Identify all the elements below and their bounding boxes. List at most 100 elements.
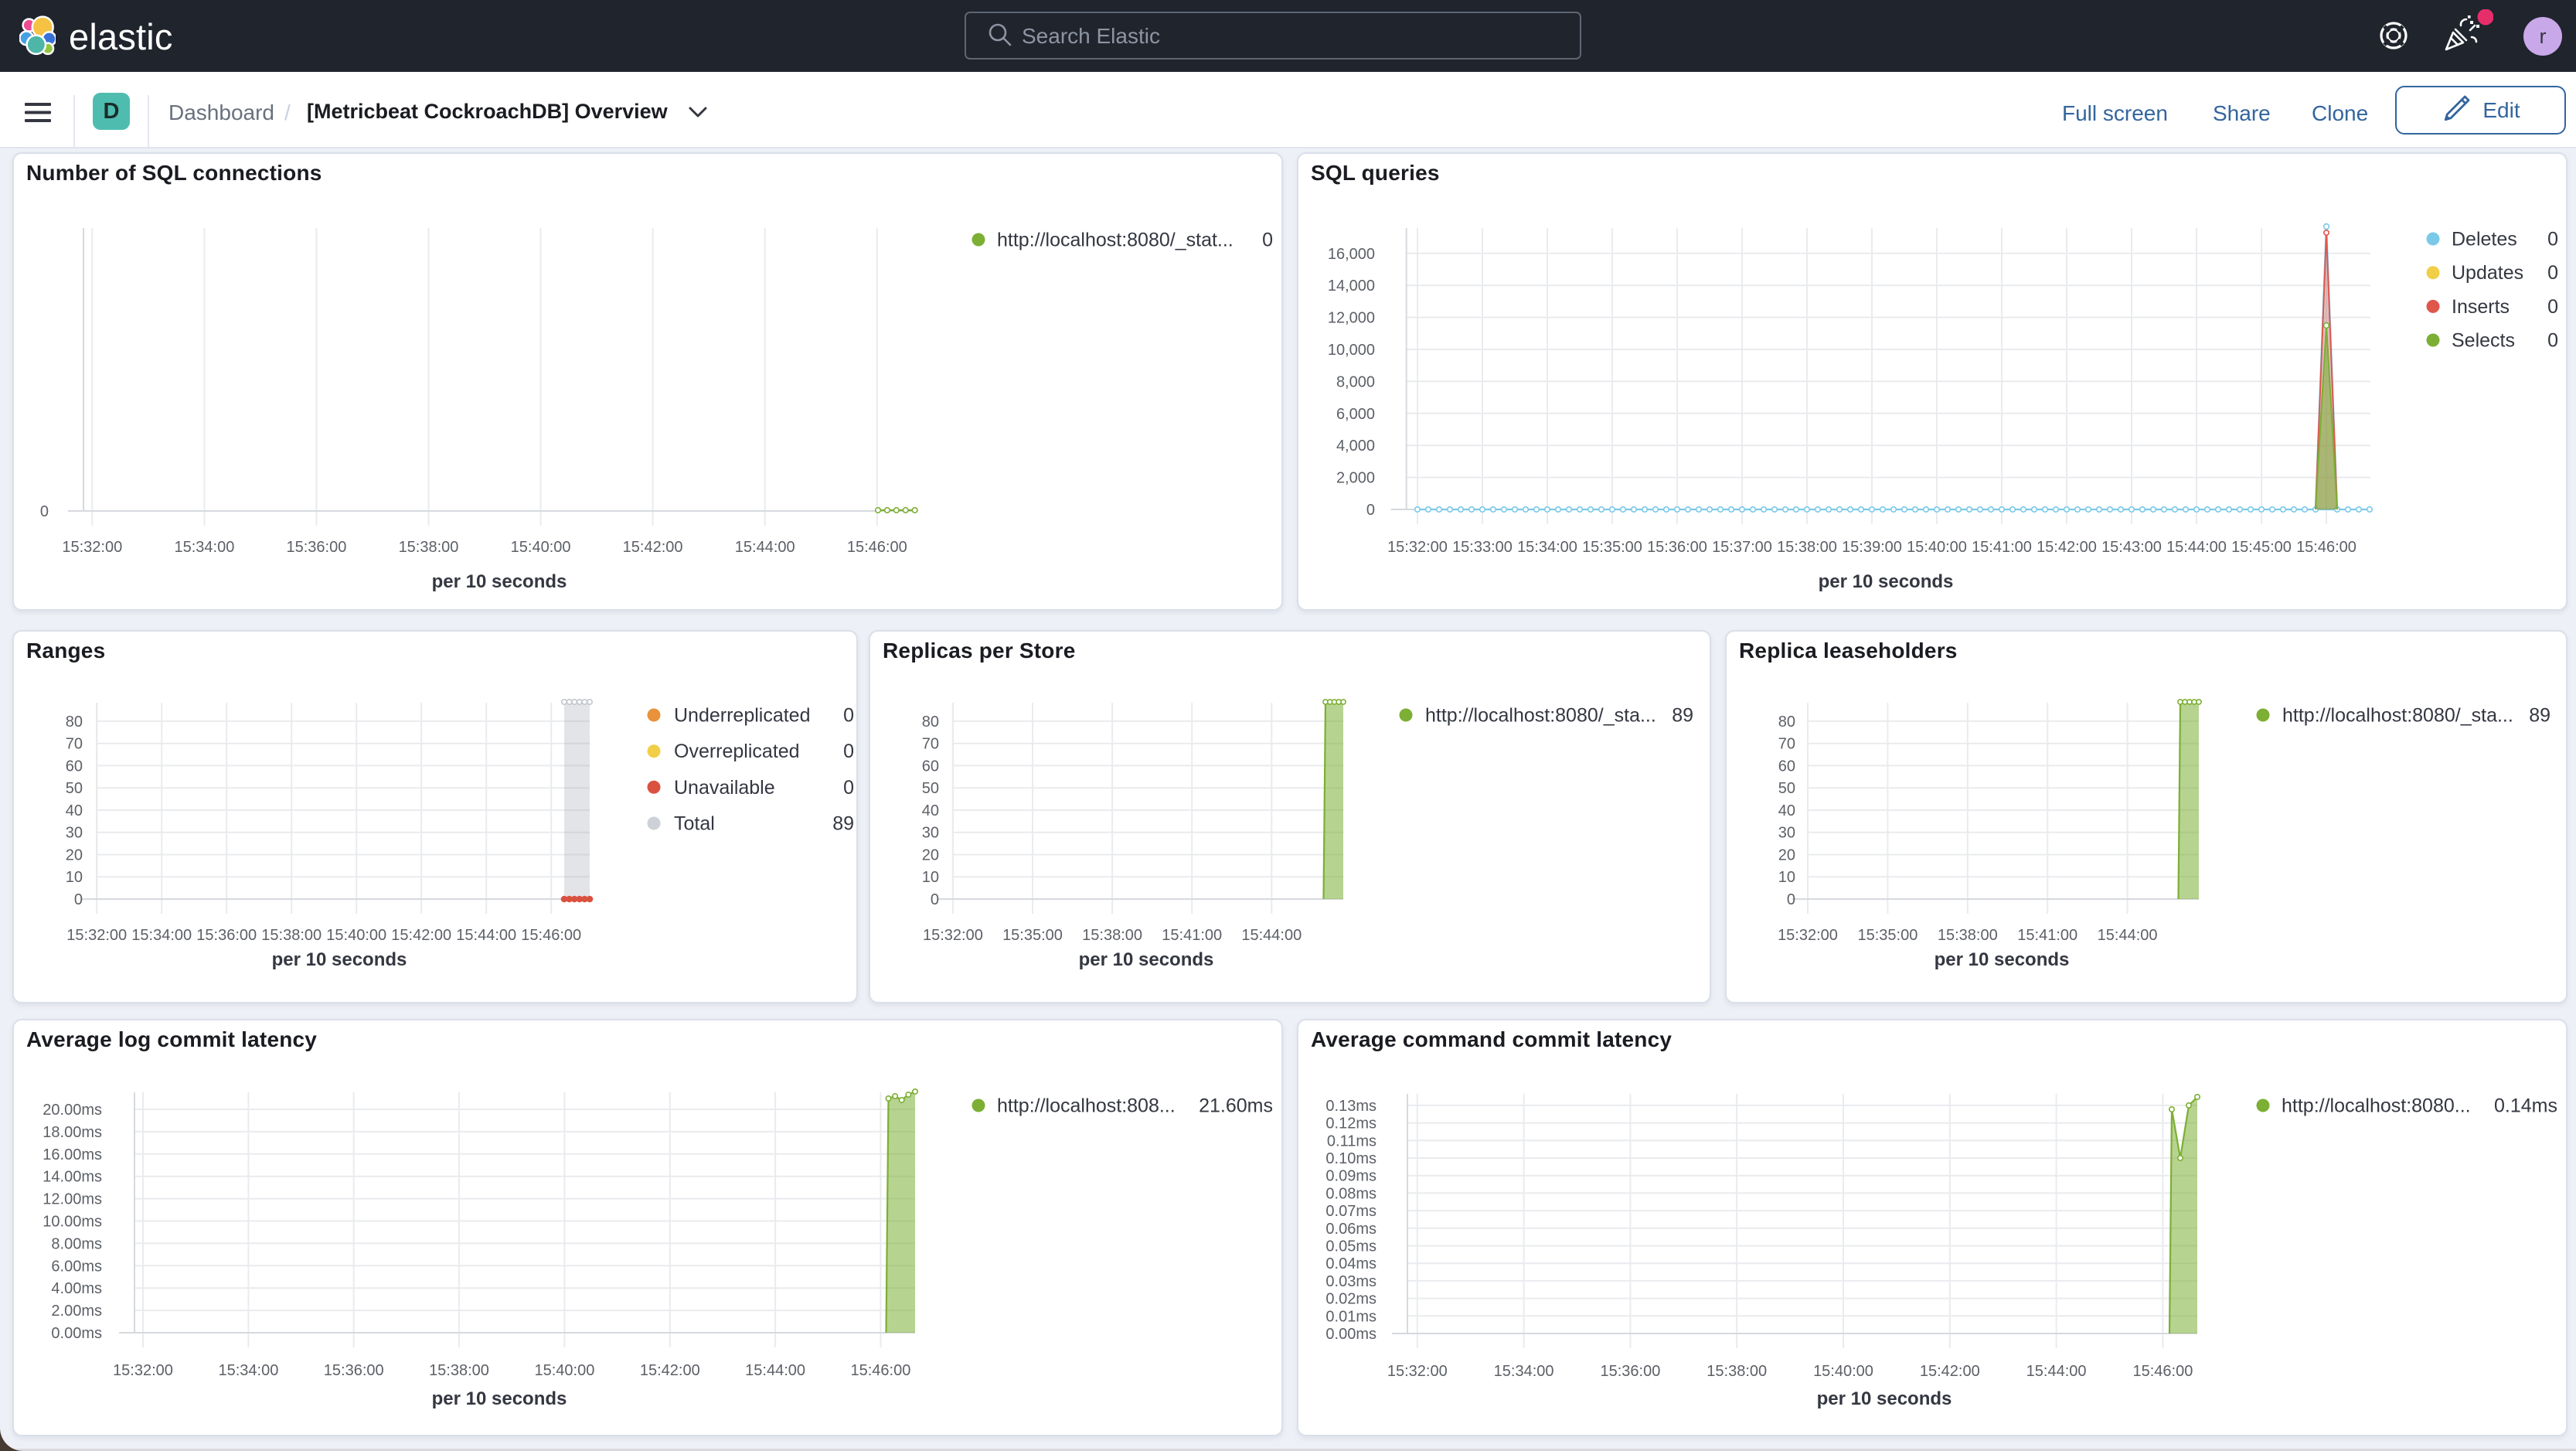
svg-text:0.07ms: 0.07ms [1325,1203,1376,1220]
svg-text:15:41:00: 15:41:00 [1972,539,2032,556]
svg-text:per 10 seconds: per 10 seconds [1935,949,2070,970]
svg-text:15:34:00: 15:34:00 [131,927,192,944]
svg-text:15:34:00: 15:34:00 [218,1362,278,1379]
svg-text:Total: Total [674,813,715,835]
svg-text:20.00ms: 20.00ms [43,1102,102,1119]
svg-text:16,000: 16,000 [1328,246,1375,263]
svg-text:15:35:00: 15:35:00 [1002,927,1063,944]
svg-text:20: 20 [66,847,83,864]
svg-text:0.12ms: 0.12ms [1325,1115,1376,1133]
svg-text:16.00ms: 16.00ms [43,1146,102,1163]
svg-text:15:40:00: 15:40:00 [326,927,386,944]
svg-text:80: 80 [66,714,83,731]
svg-text:0.06ms: 0.06ms [1325,1221,1376,1238]
svg-text:50: 50 [66,780,83,797]
svg-text:60: 60 [1778,758,1795,775]
svg-text:20: 20 [922,847,939,864]
svg-text:15:40:00: 15:40:00 [511,539,571,556]
svg-text:0: 0 [931,891,939,908]
svg-text:Deletes: Deletes [2452,229,2517,250]
svg-text:15:32:00: 15:32:00 [113,1362,173,1379]
svg-text:0: 0 [1262,230,1273,251]
svg-text:15:39:00: 15:39:00 [1842,539,1902,556]
svg-text:0.00ms: 0.00ms [51,1325,102,1342]
svg-text:40: 40 [1778,802,1795,819]
svg-text:http://localhost:8080/_stat...: http://localhost:8080/_stat... [997,230,1234,251]
svg-text:15:46:00: 15:46:00 [850,1362,910,1379]
svg-text:per 10 seconds: per 10 seconds [1817,1388,1952,1409]
svg-text:80: 80 [922,714,939,731]
svg-text:http://localhost:808...: http://localhost:808... [997,1095,1176,1117]
svg-text:15:46:00: 15:46:00 [2132,1363,2193,1380]
svg-text:12,000: 12,000 [1328,310,1375,327]
svg-text:15:44:00: 15:44:00 [2098,927,2158,944]
svg-text:15:35:00: 15:35:00 [1857,927,1918,944]
svg-text:0.03ms: 0.03ms [1325,1273,1376,1290]
svg-text:8.00ms: 8.00ms [51,1235,102,1252]
svg-text:15:41:00: 15:41:00 [2017,927,2077,944]
svg-text:30: 30 [66,825,83,842]
svg-text:http://localhost:8080/_sta...: http://localhost:8080/_sta... [2282,705,2513,727]
svg-text:0.11ms: 0.11ms [1327,1133,1376,1150]
svg-text:15:32:00: 15:32:00 [1387,539,1448,556]
svg-text:15:32:00: 15:32:00 [66,927,127,944]
svg-text:50: 50 [1778,780,1795,797]
svg-text:per 10 seconds: per 10 seconds [272,949,407,970]
svg-text:0.14ms: 0.14ms [2494,1095,2557,1117]
svg-text:15:34:00: 15:34:00 [1494,1363,1554,1380]
svg-text:15:42:00: 15:42:00 [2037,539,2097,556]
svg-text:Underreplicated: Underreplicated [674,705,811,727]
svg-text:15:44:00: 15:44:00 [1241,927,1302,944]
svg-text:15:36:00: 15:36:00 [196,927,257,944]
svg-text:15:38:00: 15:38:00 [399,539,459,556]
svg-text:per 10 seconds: per 10 seconds [1819,571,1954,592]
svg-text:per 10 seconds: per 10 seconds [1079,949,1214,970]
svg-text:10: 10 [1778,869,1795,886]
svg-text:15:40:00: 15:40:00 [534,1362,594,1379]
svg-text:Overreplicated: Overreplicated [674,741,800,762]
svg-text:60: 60 [922,758,939,775]
svg-text:0: 0 [843,741,854,762]
svg-text:0.04ms: 0.04ms [1325,1255,1376,1272]
svg-text:15:38:00: 15:38:00 [429,1362,489,1379]
svg-text:0: 0 [2547,296,2558,318]
svg-text:0: 0 [843,777,854,799]
svg-text:15:34:00: 15:34:00 [1517,539,1577,556]
svg-text:89: 89 [1672,705,1693,727]
svg-text:6,000: 6,000 [1336,406,1375,423]
svg-text:0: 0 [2547,330,2558,352]
svg-text:15:44:00: 15:44:00 [745,1362,805,1379]
svg-text:15:32:00: 15:32:00 [1778,927,1838,944]
svg-text:15:35:00: 15:35:00 [1582,539,1642,556]
svg-text:14.00ms: 14.00ms [43,1169,102,1186]
svg-text:15:38:00: 15:38:00 [1707,1363,1767,1380]
svg-text:15:32:00: 15:32:00 [1387,1363,1448,1380]
svg-text:15:44:00: 15:44:00 [456,927,516,944]
svg-text:0: 0 [1366,502,1375,519]
svg-text:15:38:00: 15:38:00 [261,927,322,944]
svg-text:2.00ms: 2.00ms [51,1303,102,1320]
svg-text:10.00ms: 10.00ms [43,1214,102,1231]
svg-text:4,000: 4,000 [1336,438,1375,455]
svg-text:15:34:00: 15:34:00 [174,539,234,556]
svg-text:http://localhost:8080...: http://localhost:8080... [2282,1095,2471,1117]
svg-text:15:46:00: 15:46:00 [521,927,581,944]
svg-text:0.00ms: 0.00ms [1325,1326,1376,1343]
svg-text:50: 50 [922,780,939,797]
svg-text:0.02ms: 0.02ms [1325,1291,1376,1308]
svg-text:80: 80 [1778,714,1795,731]
svg-text:30: 30 [922,825,939,842]
svg-text:15:44:00: 15:44:00 [2166,539,2227,556]
svg-text:http://localhost:8080/_sta...: http://localhost:8080/_sta... [1425,705,1656,727]
svg-text:0: 0 [40,503,49,520]
svg-text:10,000: 10,000 [1328,342,1375,359]
svg-text:15:38:00: 15:38:00 [1777,539,1837,556]
svg-text:6.00ms: 6.00ms [51,1258,102,1275]
svg-text:15:42:00: 15:42:00 [391,927,451,944]
svg-text:70: 70 [1778,736,1795,753]
svg-text:15:45:00: 15:45:00 [2231,539,2292,556]
svg-text:21.60ms: 21.60ms [1199,1095,1273,1117]
svg-text:15:41:00: 15:41:00 [1162,927,1222,944]
svg-text:15:36:00: 15:36:00 [324,1362,384,1379]
svg-text:0.09ms: 0.09ms [1325,1168,1376,1185]
